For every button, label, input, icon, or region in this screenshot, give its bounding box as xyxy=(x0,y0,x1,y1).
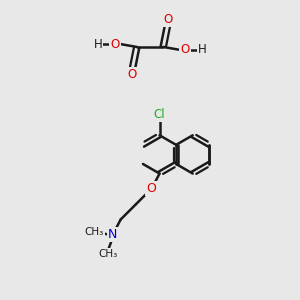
Text: N: N xyxy=(108,228,117,241)
Text: O: O xyxy=(180,44,190,56)
Text: CH₃: CH₃ xyxy=(98,249,118,259)
Text: Cl: Cl xyxy=(154,108,165,121)
Text: O: O xyxy=(128,68,137,81)
Text: O: O xyxy=(163,13,172,26)
Text: O: O xyxy=(146,182,156,195)
Text: CH₃: CH₃ xyxy=(85,227,104,237)
Text: H: H xyxy=(94,38,102,50)
Text: H: H xyxy=(198,44,206,56)
Text: O: O xyxy=(110,38,120,50)
